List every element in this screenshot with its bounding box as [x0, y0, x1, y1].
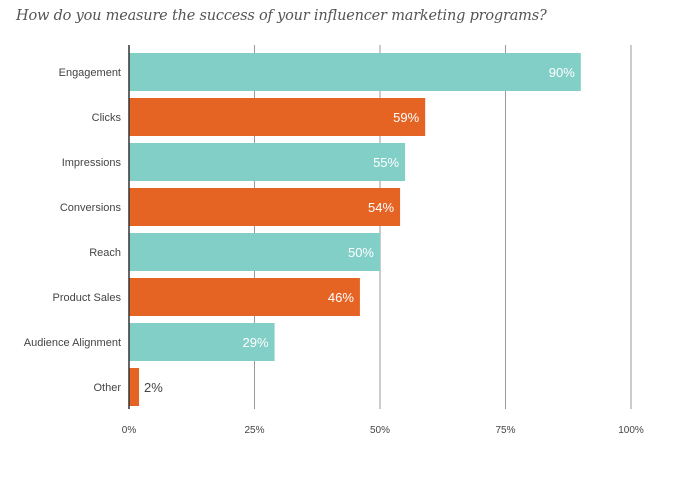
category-label: Audience Alignment [24, 337, 121, 349]
data-label: 46% [328, 290, 354, 305]
data-label: 2% [144, 380, 163, 395]
data-label: 59% [393, 110, 419, 125]
x-tick-label: 100% [618, 425, 644, 436]
bar-product-sales [129, 278, 360, 316]
category-label: Engagement [59, 67, 121, 79]
bar-impressions [129, 143, 406, 181]
category-label: Other [93, 382, 121, 394]
data-label: 54% [368, 200, 394, 215]
x-tick-label: 0% [122, 425, 137, 436]
bar-other [129, 368, 140, 406]
data-label: 29% [243, 335, 269, 350]
category-label: Clicks [92, 112, 122, 124]
category-label: Impressions [62, 157, 122, 169]
bar-audience-alignment [129, 323, 275, 361]
bar-engagement [129, 53, 581, 91]
chart-title: How do you measure the success of your i… [16, 8, 547, 24]
data-label: 55% [373, 155, 399, 170]
bar-reach [129, 233, 380, 271]
data-label: 90% [549, 65, 575, 80]
bar-conversions [129, 188, 401, 226]
x-tick-label: 75% [495, 425, 515, 436]
category-label: Product Sales [53, 292, 122, 304]
bar-clicks [129, 98, 426, 136]
category-label: Conversions [60, 202, 122, 214]
data-label: 50% [348, 245, 374, 260]
x-tick-label: 25% [244, 425, 264, 436]
x-tick-label: 50% [370, 425, 390, 436]
category-label: Reach [89, 247, 121, 259]
